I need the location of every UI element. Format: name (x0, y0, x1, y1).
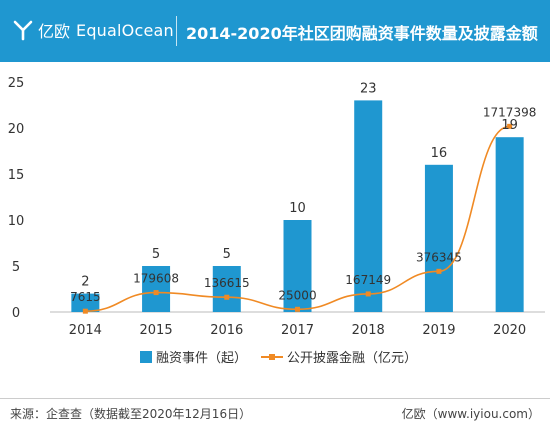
line-point (224, 294, 230, 300)
legend-bar-label: 融资事件（起） (156, 351, 248, 366)
bar-value-label: 2 (81, 275, 89, 290)
header-divider (176, 16, 177, 46)
bar (142, 266, 171, 312)
line-value-label: 376345 (416, 250, 462, 264)
logo-chinese-text: 亿欧 (38, 22, 71, 41)
x-tick-label: 2016 (210, 323, 243, 338)
legend-line-label: 公开披露金融（亿元） (287, 351, 418, 366)
line-value-label: 7615 (70, 290, 101, 304)
bar (283, 220, 312, 312)
legend-item-line: 公开披露金融（亿元） (261, 347, 417, 366)
footer-brand: 亿欧（www.iyiou.com） (401, 407, 540, 421)
line-point (153, 290, 159, 296)
x-tick-label: 2015 (140, 323, 173, 338)
bar (495, 137, 524, 312)
line-point (365, 291, 371, 297)
logo-english-text: EqualOcean (76, 20, 174, 40)
logo-mark-icon (13, 20, 33, 41)
line-value-label: 25000 (278, 288, 316, 302)
footer-divider (0, 398, 550, 399)
bar-value-label: 5 (152, 247, 160, 262)
legend-bar-swatch (140, 350, 152, 363)
bar (212, 266, 241, 312)
y-tick-label: 15 (8, 168, 25, 183)
x-tick-label: 2020 (493, 323, 526, 338)
y-tick-label: 10 (8, 214, 25, 229)
line-value-label: 136615 (204, 276, 250, 290)
data-labels: 2 5 5 10 23 16 19 7615 179608 136615 25000 167149 37… (70, 81, 536, 304)
line-point (82, 308, 88, 314)
source-note: 来源：企查查（数据截至2020年12月16日） (10, 407, 252, 421)
bar (354, 100, 383, 313)
line-value-label: 167149 (345, 273, 391, 287)
y-tick-label: 0 (12, 306, 20, 321)
line-value-label: 179608 (133, 272, 179, 286)
logo: 亿欧 EqualOcean (12, 18, 174, 42)
line-value-label: 1717398 (483, 105, 536, 119)
line-series (82, 123, 513, 314)
x-tick-label: 2019 (422, 323, 455, 338)
line-point (295, 306, 300, 312)
legend-item-bars: 融资事件（起） (140, 347, 247, 366)
legend: 融资事件（起） 公开披露金融（亿元） (140, 347, 431, 366)
x-tick-label: 2017 (281, 323, 314, 338)
header-banner: 亿欧 EqualOcean 2014-2020年社区团购融资事件数量及披露金额 (0, 0, 550, 62)
y-tick-label: 5 (12, 260, 20, 275)
bar (424, 164, 453, 312)
x-tick-label: 2014 (69, 323, 102, 338)
y-tick-label: 25 (8, 76, 25, 91)
bar-value-label: 5 (223, 247, 231, 262)
bar (71, 293, 100, 312)
bar-value-label: 16 (431, 146, 448, 161)
y-tick-label: 20 (8, 122, 25, 137)
line-point (436, 268, 442, 274)
bar-series (71, 100, 524, 313)
bar-value-label: 10 (289, 201, 306, 216)
bar-value-label: 19 (501, 118, 518, 133)
chart-title: 2014-2020年社区团购融资事件数量及披露金额 (186, 24, 538, 43)
line-point (507, 123, 513, 129)
legend-line-swatch (261, 352, 284, 362)
bar-value-label: 23 (360, 81, 377, 96)
x-tick-label: 2018 (352, 323, 385, 338)
